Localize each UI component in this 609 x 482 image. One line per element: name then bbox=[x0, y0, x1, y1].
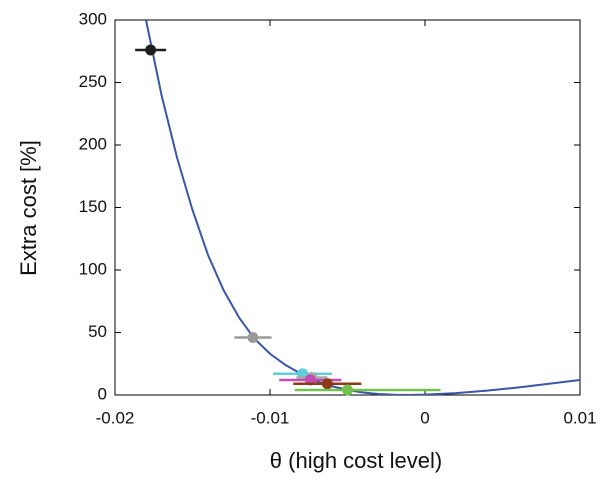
plot-frame bbox=[114, 19, 581, 396]
x-tick-label: -0.01 bbox=[251, 408, 290, 427]
x-tick-label: 0.01 bbox=[563, 408, 596, 427]
point bbox=[342, 384, 353, 396]
y-tick-label: 0 bbox=[98, 384, 107, 403]
y-tick-label: 300 bbox=[79, 9, 107, 28]
y-tick-label: 200 bbox=[79, 134, 107, 153]
y-tick-label: 50 bbox=[88, 322, 107, 341]
point bbox=[247, 332, 259, 343]
x-tick-label: 0 bbox=[420, 408, 429, 427]
x-tick-label: -0.02 bbox=[96, 408, 135, 427]
y-tick-label: 250 bbox=[79, 72, 107, 91]
point bbox=[321, 378, 333, 390]
y-axis-label: Extra cost [%] bbox=[16, 140, 41, 276]
fit-curve bbox=[145, 20, 580, 395]
x-axis-label: θ (high cost level) bbox=[270, 448, 442, 473]
point bbox=[145, 44, 157, 56]
y-tick-label: 150 bbox=[79, 197, 107, 216]
y-tick-label: 100 bbox=[79, 259, 107, 278]
